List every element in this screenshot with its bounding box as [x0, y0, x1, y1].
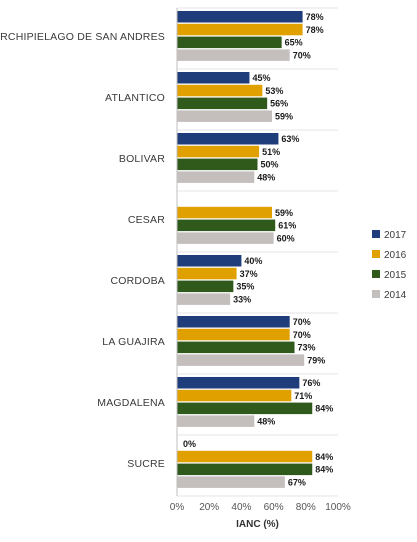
legend-swatch-2015 — [372, 270, 380, 278]
x-tick-label: 60% — [264, 502, 284, 513]
x-tick-label: 40% — [231, 502, 251, 513]
value-label-cesar-2016: 59% — [275, 208, 293, 218]
value-label-atlantico-2015: 56% — [270, 99, 288, 109]
value-label-sucre-2017: 0% — [183, 439, 196, 449]
bar-bolivar-2015 — [177, 158, 258, 171]
bars-group — [177, 11, 313, 488]
bar-cesar-2016 — [177, 206, 272, 219]
bar-archipielago-de-san-andres-2014 — [177, 49, 290, 61]
value-label-bolivar-2016: 51% — [262, 147, 280, 157]
value-labels-group: 78%78%65%70%45%53%56%59%63%51%50%48%59%6… — [183, 12, 333, 487]
value-label-archipielago-de-san-andres-2014: 70% — [293, 50, 311, 60]
bar-la-guajira-2017 — [177, 316, 290, 328]
value-label-bolivar-2015: 50% — [261, 160, 279, 170]
value-label-bolivar-2014: 48% — [257, 172, 275, 182]
category-label-cordoba: CORDOBA — [111, 275, 166, 287]
bar-magdalena-2016 — [177, 389, 292, 402]
value-label-atlantico-2016: 53% — [265, 86, 283, 96]
value-label-sucre-2016: 84% — [315, 452, 333, 462]
value-label-cordoba-2016: 37% — [240, 269, 258, 279]
bar-bolivar-2014 — [177, 171, 255, 183]
bar-atlantico-2017 — [177, 72, 250, 84]
legend-label-2014: 2014 — [384, 290, 407, 301]
value-label-archipielago-de-san-andres-2016: 78% — [306, 25, 324, 35]
bar-cesar-2015 — [177, 219, 276, 232]
bar-atlantico-2014 — [177, 110, 272, 122]
value-label-cordoba-2014: 33% — [233, 294, 251, 304]
x-axis-title: IANC (%) — [236, 519, 279, 530]
bar-cordoba-2015 — [177, 280, 234, 293]
category-label-cesar: CESAR — [128, 214, 165, 226]
bar-sucre-2015 — [177, 463, 313, 476]
bar-cordoba-2016 — [177, 267, 237, 280]
legend-label-2015: 2015 — [384, 270, 407, 281]
bar-archipielago-de-san-andres-2015 — [177, 36, 282, 49]
value-label-archipielago-de-san-andres-2015: 65% — [285, 38, 303, 48]
x-tick-label: 20% — [199, 502, 219, 513]
bar-magdalena-2014 — [177, 415, 255, 427]
category-label-atlantico: ATLANTICO — [105, 92, 165, 104]
value-label-cesar-2015: 61% — [278, 221, 296, 231]
value-label-magdalena-2015: 84% — [315, 404, 333, 414]
category-label-magdalena: MAGDALENA — [97, 397, 165, 409]
legend-swatch-2014 — [372, 290, 380, 298]
category-separators — [177, 7, 338, 497]
bar-magdalena-2015 — [177, 402, 313, 415]
legend-label-2017: 2017 — [384, 230, 407, 241]
category-label-bolivar: BOLIVAR — [119, 153, 165, 165]
value-label-atlantico-2014: 59% — [275, 111, 293, 121]
bar-archipielago-de-san-andres-2017 — [177, 11, 303, 23]
value-label-atlantico-2017: 45% — [252, 73, 270, 83]
value-label-la-guajira-2014: 79% — [307, 355, 325, 365]
bar-archipielago-de-san-andres-2016 — [177, 23, 303, 36]
value-label-la-guajira-2015: 73% — [298, 343, 316, 353]
bar-bolivar-2016 — [177, 145, 260, 158]
bar-atlantico-2016 — [177, 84, 263, 97]
category-labels-group: ARCHIPIELAGO DE SAN ANDRES ATLANTICO BOLIV… — [0, 31, 165, 470]
legend: 2017 2016 2015 2014 — [372, 230, 407, 301]
bar-cordoba-2014 — [177, 293, 231, 305]
legend-label-2016: 2016 — [384, 250, 407, 261]
bar-sucre-2014 — [177, 476, 285, 488]
bar-magdalena-2017 — [177, 377, 300, 389]
bar-la-guajira-2014 — [177, 354, 305, 366]
legend-swatch-2016 — [372, 250, 380, 258]
bar-sucre-2016 — [177, 450, 313, 463]
value-label-sucre-2015: 84% — [315, 465, 333, 475]
value-label-cesar-2014: 60% — [277, 233, 295, 243]
category-label-la-guajira: LA GUAJIRA — [102, 336, 165, 348]
x-tick-label: 0% — [170, 502, 185, 513]
x-tick-label: 100% — [325, 502, 351, 513]
value-label-la-guajira-2016: 70% — [293, 330, 311, 340]
bar-cordoba-2017 — [177, 255, 242, 267]
value-label-magdalena-2017: 76% — [302, 378, 320, 388]
legend-swatch-2017 — [372, 230, 380, 238]
value-label-sucre-2014: 67% — [288, 477, 306, 487]
category-label-sucre: SUCRE — [127, 458, 165, 470]
value-label-magdalena-2016: 71% — [294, 391, 312, 401]
value-label-la-guajira-2017: 70% — [293, 317, 311, 327]
category-label-archipielago-de-san-andres: ARCHIPIELAGO DE SAN ANDRES — [0, 31, 165, 43]
value-label-archipielago-de-san-andres-2017: 78% — [306, 12, 324, 22]
value-label-magdalena-2014: 48% — [257, 416, 275, 426]
bar-cesar-2014 — [177, 232, 274, 244]
x-tick-label: 80% — [296, 502, 316, 513]
value-label-cordoba-2017: 40% — [244, 256, 262, 266]
value-label-cordoba-2015: 35% — [236, 282, 254, 292]
bar-atlantico-2015 — [177, 97, 268, 110]
value-label-bolivar-2017: 63% — [281, 134, 299, 144]
bar-la-guajira-2015 — [177, 341, 295, 354]
bar-bolivar-2017 — [177, 133, 279, 145]
bar-la-guajira-2016 — [177, 328, 290, 341]
x-axis: 0% 20% 40% 60% 80% 100% IANC (%) — [170, 8, 351, 530]
